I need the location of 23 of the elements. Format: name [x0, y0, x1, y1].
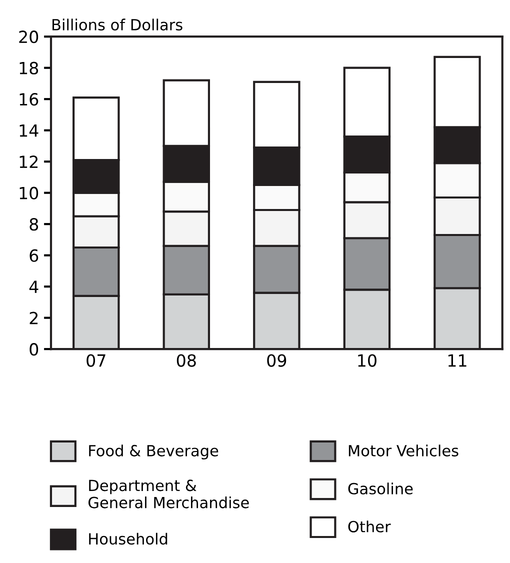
- y-tick-label: 8: [30, 218, 38, 231]
- legend-label: Motor Vehicles: [348, 444, 458, 456]
- legend-label: Household: [89, 532, 168, 545]
- y-tick-label: 12: [20, 156, 38, 168]
- y-axis-title: Billions of Dollars: [52, 18, 182, 31]
- x-tick-label: 09: [267, 354, 286, 367]
- y-tick-label: 4: [29, 280, 38, 293]
- legend-label: Other: [348, 520, 391, 532]
- legend-label: Food & Beverage: [89, 444, 218, 460]
- y-tick-label: 6: [30, 249, 38, 262]
- y-tick-label: 2: [30, 312, 38, 324]
- legend-label: Gasoline: [348, 482, 413, 494]
- x-tick-label: 07: [86, 354, 106, 367]
- y-tick-label: 16: [20, 93, 38, 106]
- y-tick-label: 18: [20, 62, 38, 74]
- y-tick-label: 20: [19, 30, 38, 44]
- x-tick-label: 08: [176, 354, 196, 367]
- y-tick-label: 0: [30, 343, 38, 356]
- x-tick-label: 11: [448, 354, 466, 367]
- y-tick-label: 14: [20, 124, 38, 137]
- x-tick-label: 10: [358, 354, 376, 367]
- y-tick-label: 10: [20, 186, 38, 200]
- legend-label: Department & General Merchandise: [88, 480, 249, 508]
